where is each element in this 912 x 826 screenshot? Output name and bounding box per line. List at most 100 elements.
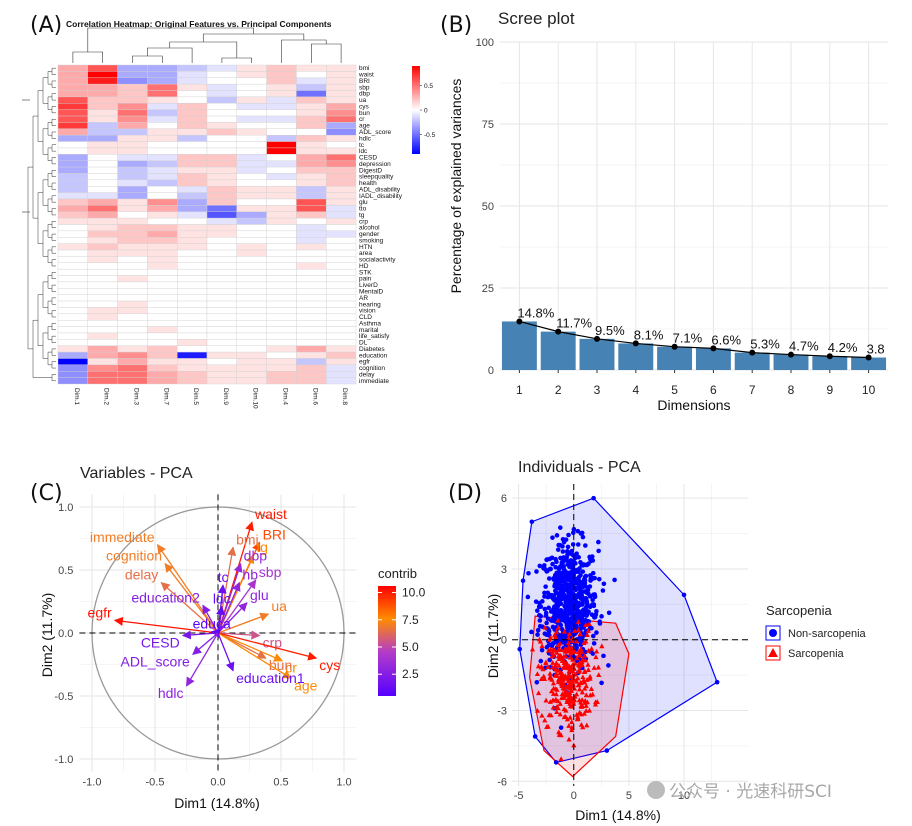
y-tick-label: 50 [482, 201, 494, 213]
row-label: DL [359, 340, 368, 347]
heatmap-cell [176, 243, 208, 251]
heatmap-cell [87, 224, 118, 232]
column-label: Dim.3 [133, 388, 140, 405]
point-non-sarcopenia [576, 612, 582, 618]
heatmap-cell [87, 77, 118, 85]
heatmap-cell [87, 198, 118, 206]
heatmap-cell [326, 122, 357, 129]
heatmap-cell [266, 243, 297, 251]
hull-vertex-point [591, 495, 596, 501]
heatmap-cell [206, 262, 237, 270]
point-sarcopenia [569, 638, 575, 643]
point-sarcopenia [554, 686, 560, 692]
hull-vertex-point [517, 646, 523, 652]
point-sarcopenia [579, 659, 585, 665]
row-label: tg [359, 212, 365, 219]
heatmap-cell [57, 173, 88, 181]
dendrogram-branch [51, 80, 56, 88]
dendrogram-branch [47, 147, 52, 161]
heatmap-title: Correlation Heatmap: Original Features v… [66, 19, 332, 29]
heatmap-cell [326, 300, 357, 308]
heatmap-cell [266, 198, 297, 206]
heatmap-cell [87, 294, 118, 302]
heatmap-cell [296, 115, 327, 123]
heatmap-cell [236, 128, 267, 136]
dendrogram-branch [51, 361, 56, 369]
point-sarcopenia [582, 657, 589, 663]
point-non-sarcopenia [550, 596, 556, 601]
row-label: cr [359, 116, 365, 123]
point-non-sarcopenia [612, 577, 617, 583]
heatmap-cell [147, 256, 178, 263]
scree-value-label: 6.6% [711, 332, 741, 347]
point-non-sarcopenia [555, 547, 561, 552]
point-sarcopenia [584, 632, 590, 638]
point-non-sarcopenia [596, 548, 601, 554]
variable-label: bmi [236, 531, 259, 547]
point-non-sarcopenia [546, 627, 552, 633]
heatmap-cell [266, 288, 297, 295]
point-sarcopenia [547, 670, 553, 676]
point-sarcopenia [574, 655, 580, 661]
variable-label: ldc [213, 591, 231, 607]
point-non-sarcopenia [550, 561, 555, 567]
column-label: Dim.4 [282, 388, 289, 405]
point-sarcopenia [536, 636, 543, 642]
dendrogram-branch [32, 115, 38, 219]
point-sarcopenia [544, 724, 550, 729]
point-sarcopenia [562, 646, 568, 651]
y-tick-label: 0.0 [58, 628, 73, 640]
heatmap-cell [236, 166, 267, 174]
point-sarcopenia [581, 710, 588, 716]
heatmap-cell [176, 160, 208, 168]
row-label: BRI [359, 78, 370, 85]
heatmap-cell [296, 313, 327, 321]
heatmap-cell [87, 326, 118, 334]
row-label: Asthma [359, 320, 381, 327]
heatmap-cell [117, 166, 148, 174]
point-non-sarcopenia [573, 594, 578, 600]
legend-marker-non-sarcopenia [769, 629, 777, 637]
point-sarcopenia [576, 667, 582, 673]
heatmap-cell [57, 243, 88, 251]
heatmap-cell [147, 109, 178, 117]
row-label: HTN [359, 244, 373, 251]
point-non-sarcopenia [547, 592, 553, 598]
heatmap-cell [296, 275, 327, 283]
heatmap-cell [266, 192, 297, 200]
heatmap-cell [326, 211, 357, 219]
variable-arrow [192, 632, 219, 656]
point-sarcopenia [566, 736, 572, 742]
point-sarcopenia [555, 642, 561, 648]
x-tick-label: 0 [571, 790, 577, 802]
heatmap-cell [266, 268, 297, 276]
heatmap-cell [236, 339, 267, 346]
heatmap-cell [147, 83, 178, 91]
dendrogram-branch [169, 41, 238, 58]
scree-bar [734, 352, 770, 370]
scale-tick-label: 0.5 [424, 83, 433, 90]
heatmap-cell [57, 103, 88, 110]
heatmap-cell [296, 141, 327, 149]
point-non-sarcopenia [587, 584, 593, 589]
point-sarcopenia [571, 700, 577, 706]
point-sarcopenia [556, 732, 562, 737]
heatmap-cell [117, 364, 148, 372]
point-sarcopenia [592, 699, 599, 705]
dendrogram-branch [37, 294, 43, 346]
heatmap-cell [206, 64, 237, 72]
heatmap-cell [266, 358, 297, 366]
heatmap-cell [206, 115, 237, 123]
heatmap-cell [296, 281, 327, 289]
heatmap-cell [176, 256, 208, 263]
heatmap-cell [57, 364, 88, 372]
heatmap-cell [57, 256, 88, 263]
heatmap-cell [236, 71, 267, 78]
panel-label-b: (B) [440, 13, 472, 38]
point-sarcopenia [569, 724, 575, 730]
point-sarcopenia [547, 646, 554, 652]
heatmap-cell [176, 109, 208, 117]
heatmap-cell [326, 217, 357, 225]
point-sarcopenia [557, 711, 563, 717]
point-sarcopenia [559, 691, 565, 697]
